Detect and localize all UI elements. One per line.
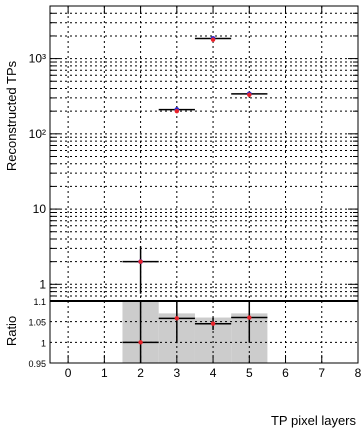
tick-labels: 1 10 10² 10³ 0.95 1 1.05 1.1 0 1 2 3 4 5 6 7 8 bbox=[28, 52, 361, 380]
x-tick-label-1: 1 bbox=[101, 366, 108, 380]
ratio-marker-0 bbox=[138, 340, 143, 345]
marker-red-1 bbox=[174, 108, 180, 114]
ratio-uncertainty-band bbox=[122, 301, 268, 363]
grid-lines bbox=[50, 5, 359, 363]
ratio-marker-3 bbox=[247, 315, 252, 320]
marker-red-2 bbox=[210, 37, 216, 42]
y-tick-label-top-3: 10³ bbox=[29, 52, 46, 66]
y-tick-label-ratio-2: 1.05 bbox=[28, 318, 46, 328]
y-tick-label-top-2: 10² bbox=[29, 127, 46, 141]
axis-ticks bbox=[50, 5, 359, 363]
y-tick-label-ratio-3: 1.1 bbox=[33, 297, 46, 307]
x-tick-label-0: 0 bbox=[65, 366, 72, 380]
y-tick-label-top-0: 1 bbox=[39, 277, 46, 291]
ratio-marker-1 bbox=[174, 316, 180, 321]
x-axis-title: TP pixel layers bbox=[271, 413, 357, 428]
top-panel-frame bbox=[49, 5, 359, 302]
x-tick-label-5: 5 bbox=[246, 366, 253, 380]
y-tick-label-top-1: 10 bbox=[33, 202, 47, 216]
marker-red-3 bbox=[247, 92, 252, 98]
x-tick-label-8: 8 bbox=[355, 366, 362, 380]
plot-frames bbox=[49, 5, 359, 364]
x-tick-label-3: 3 bbox=[173, 366, 180, 380]
x-tick-label-2: 2 bbox=[137, 366, 144, 380]
marker-red-0 bbox=[138, 259, 143, 264]
x-tick-label-4: 4 bbox=[210, 366, 217, 380]
y-tick-label-ratio-1: 1 bbox=[41, 338, 46, 348]
y-tick-label-ratio-0: 0.95 bbox=[28, 359, 46, 369]
ratio-marker-2 bbox=[210, 321, 216, 326]
top-y-axis-title: Reconstructed TPs bbox=[4, 60, 19, 171]
ratio-y-axis-title: Ratio bbox=[4, 316, 19, 346]
x-tick-label-6: 6 bbox=[282, 366, 289, 380]
x-tick-label-7: 7 bbox=[318, 366, 325, 380]
data-marks bbox=[122, 36, 268, 363]
